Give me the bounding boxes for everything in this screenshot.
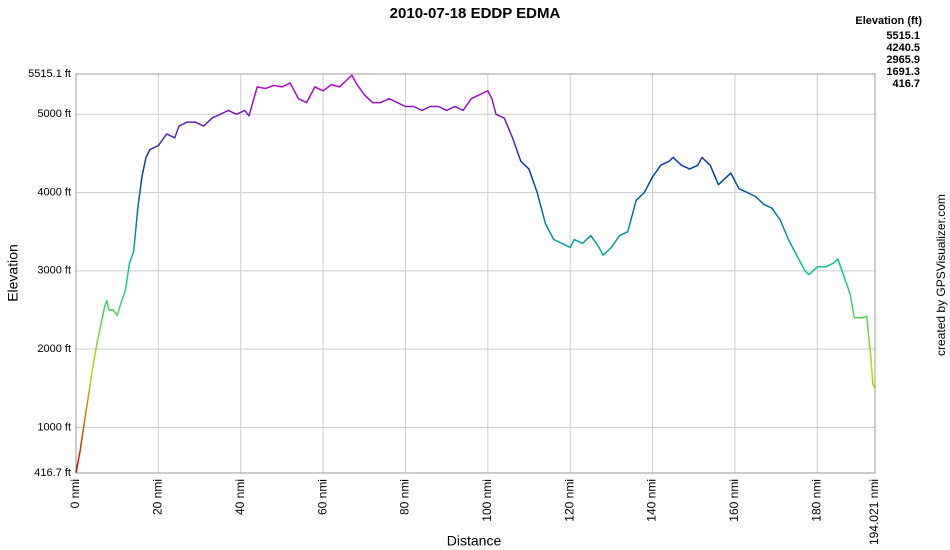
y-axis-label: Elevation — [5, 244, 21, 302]
legend-value: 5515.1 — [886, 30, 920, 42]
legend-value: 2965.9 — [886, 54, 920, 66]
x-tick-label: 160 nmi — [727, 479, 741, 522]
x-tick-label: 60 nmi — [315, 479, 329, 515]
x-tick-label: 180 nmi — [809, 479, 823, 522]
chart-title: 2010-07-18 EDDP EDMA — [390, 5, 561, 22]
legend-title: Elevation (ft) — [855, 15, 922, 27]
y-tick-label: 3000 ft — [37, 265, 71, 277]
x-axis-label: Distance — [447, 533, 502, 549]
x-tick-label: 100 nmi — [480, 479, 494, 522]
legend-value: 1691.3 — [886, 66, 920, 78]
y-tick-label: 4000 ft — [37, 186, 71, 198]
plot-frame — [75, 73, 876, 474]
x-tick-label: 20 nmi — [151, 479, 165, 515]
x-tick-label: 120 nmi — [562, 479, 576, 522]
x-tick-label: 40 nmi — [233, 479, 247, 515]
legend-value: 416.7 — [892, 78, 920, 90]
credit: created by GPSVisualizer.com — [934, 194, 948, 356]
y-tick-label: 416.7 ft — [34, 467, 71, 479]
y-tick-label: 1000 ft — [37, 421, 71, 433]
y-tick-label: 5515.1 ft — [28, 68, 71, 80]
y-tick-label: 2000 ft — [37, 343, 71, 355]
legend-value: 4240.5 — [886, 42, 920, 54]
elevation-line — [75, 74, 876, 473]
y-tick-label: 5000 ft — [37, 108, 71, 120]
x-tick-label: 194.021 nmi — [867, 479, 881, 545]
x-tick-label: 80 nmi — [398, 479, 412, 515]
x-tick-label: 0 nmi — [68, 479, 82, 508]
x-tick-label: 140 nmi — [645, 479, 659, 522]
